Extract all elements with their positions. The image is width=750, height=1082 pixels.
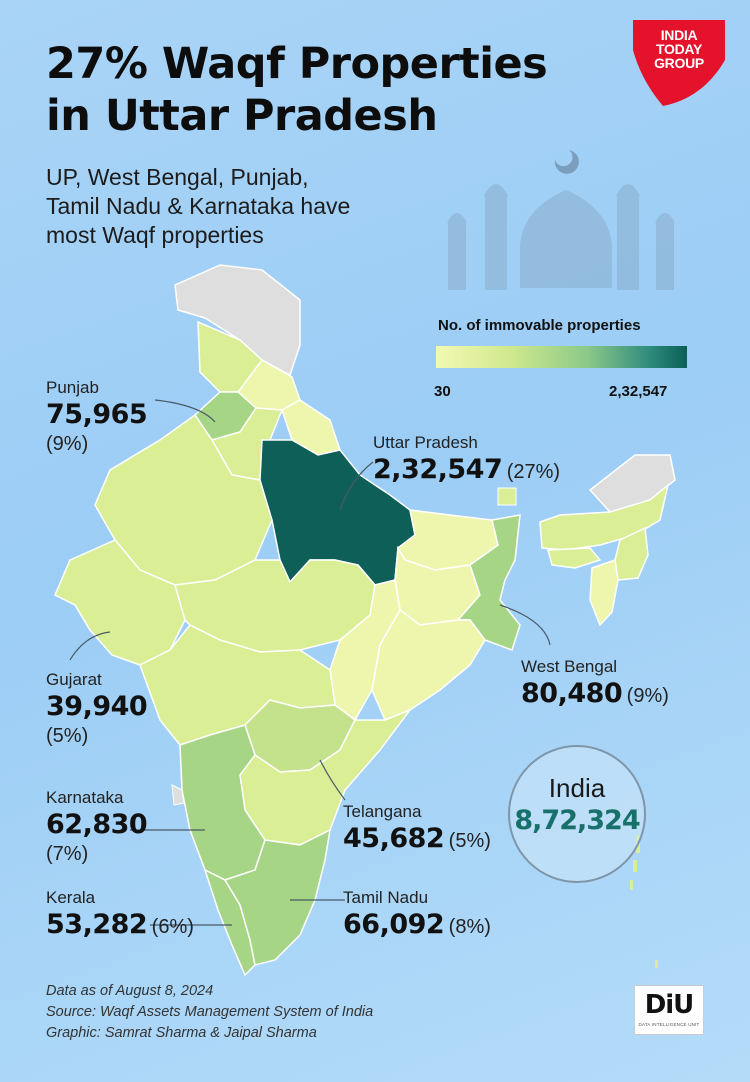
state-name: Punjab — [46, 378, 99, 397]
title-line-1: 27% Waqf Properties — [46, 39, 548, 89]
state-value: 80,480 — [521, 678, 623, 709]
state-name: Uttar Pradesh — [373, 433, 478, 452]
state-name: Karnataka — [46, 788, 124, 807]
logo-line-3: GROUP — [654, 55, 704, 71]
state-name: Tamil Nadu — [343, 888, 429, 907]
state-value: 39,940 — [46, 691, 148, 722]
state-value: 45,682 — [343, 823, 445, 854]
region-north-grey — [174, 264, 301, 377]
footer-graphic: Graphic: Samrat Sharma & Jaipal Sharma — [46, 1025, 317, 1041]
leader-lines — [69, 399, 551, 926]
footer-date: Data as of August 8, 2024 — [46, 983, 214, 999]
state-share: (8%) — [448, 916, 491, 938]
title-line-2: in Uttar Pradesh — [46, 91, 438, 141]
label-tamil-nadu: Tamil Nadu 66,092 (8%) — [343, 888, 491, 941]
label-west-bengal: West Bengal 80,480 (9%) — [521, 657, 669, 710]
subtitle-line-2: Tamil Nadu & Karnataka have — [46, 193, 351, 219]
state-name: Gujarat — [46, 670, 102, 689]
region-meghalaya — [547, 547, 602, 569]
state-value: 66,092 — [343, 909, 445, 940]
india-total-badge: India 8,72,324 — [508, 745, 646, 883]
state-value: 2,32,547 — [373, 454, 503, 485]
state-share: (7%) — [46, 843, 89, 865]
state-value: 62,830 — [46, 809, 148, 840]
label-karnataka: Karnataka 62,830 (7%) — [46, 788, 148, 867]
subtitle-line-1: UP, West Bengal, Punjab, — [46, 164, 309, 190]
footer-credits: Data as of August 8, 2024 Source: Waqf A… — [46, 981, 373, 1044]
region-west-bengal — [456, 514, 521, 651]
footer-source: Source: Waqf Assets Management System of… — [46, 1004, 374, 1020]
state-share: (5%) — [448, 830, 491, 852]
legend-min-label: 30 — [434, 383, 451, 400]
label-uttar-pradesh: Uttar Pradesh 2,32,547 (27%) — [373, 433, 560, 486]
state-value: 75,965 — [46, 399, 148, 430]
state-value: 53,282 — [46, 909, 148, 940]
legend-title: No. of immovable properties — [438, 317, 641, 334]
label-telangana: Telangana 45,682 (5%) — [343, 802, 491, 855]
state-name: West Bengal — [521, 657, 618, 676]
label-punjab: Punjab 75,965 (9%) — [46, 378, 148, 457]
region-goa — [171, 784, 185, 806]
state-share: (5%) — [46, 725, 89, 747]
state-name: Telangana — [343, 802, 422, 821]
state-share: (27%) — [506, 461, 561, 483]
india-total-label: India — [548, 773, 606, 803]
label-gujarat: Gujarat 39,940 (5%) — [46, 670, 148, 749]
mosque-silhouette-icon — [447, 150, 675, 290]
logo-line-2: TODAY — [656, 41, 702, 57]
diu-logo: DiU DATA INTELLIGENCE UNIT — [634, 985, 704, 1035]
diu-logo-subtext: DATA INTELLIGENCE UNIT — [638, 1022, 700, 1027]
india-total-value: 8,72,324 — [514, 805, 640, 836]
state-name: Kerala — [46, 888, 96, 907]
diu-logo-text: DiU — [644, 990, 695, 1020]
region-sikkim — [497, 487, 517, 506]
logo-line-1: INDIA — [660, 27, 698, 43]
label-kerala: Kerala 53,282 (6%) — [46, 888, 194, 941]
subtitle-line-3: most Waqf properties — [46, 222, 264, 248]
page-title: 27% Waqf Properties in Uttar Pradesh — [46, 38, 586, 142]
legend-color-scale — [436, 346, 687, 368]
region-tripura-mizoram — [589, 558, 619, 627]
state-share: (9%) — [46, 433, 89, 455]
legend-max-label: 2,32,547 — [609, 383, 668, 400]
state-share: (6%) — [151, 916, 194, 938]
subtitle: UP, West Bengal, Punjab, Tamil Nadu & Ka… — [46, 163, 426, 250]
india-today-logo: INDIA TODAY GROUP — [633, 20, 725, 106]
andaman-islands — [630, 835, 658, 968]
state-share: (9%) — [626, 685, 669, 707]
region-odisha — [371, 608, 486, 721]
